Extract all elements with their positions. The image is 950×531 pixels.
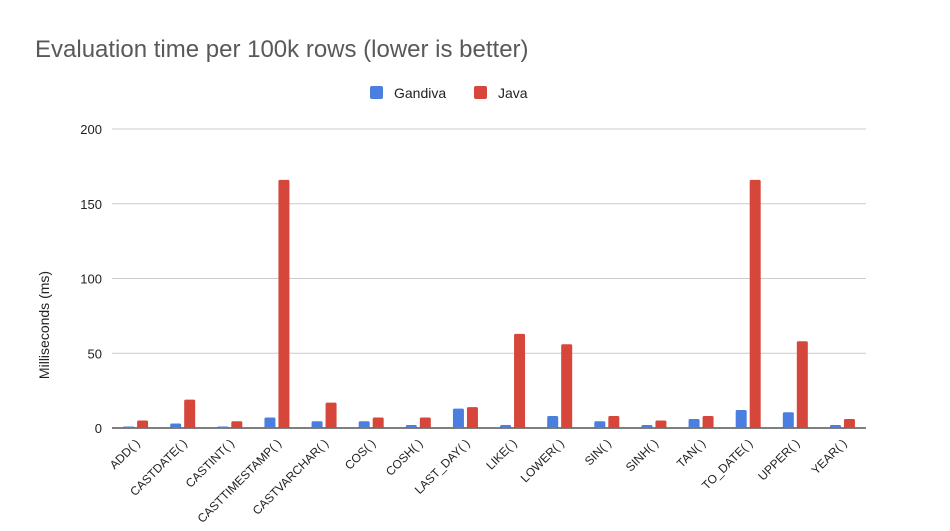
bar-gandiva: [500, 425, 512, 428]
y-tick-label: 50: [88, 346, 102, 361]
bar-gandiva: [688, 419, 700, 428]
bar-java: [561, 344, 573, 428]
y-tick-label: 200: [80, 122, 102, 137]
bar-gandiva: [170, 423, 182, 428]
chart-title: Evaluation time per 100k rows (lower is …: [35, 36, 529, 63]
bar-java: [655, 420, 667, 428]
bar-java: [278, 179, 290, 428]
x-tick-label: COS( ): [342, 436, 378, 472]
bar-java: [749, 179, 761, 428]
y-tick-label: 100: [80, 272, 102, 287]
bars: [123, 179, 855, 428]
legend-swatch-java: [474, 86, 487, 99]
bar-gandiva: [829, 425, 841, 428]
bar-java: [514, 333, 526, 428]
legend: Gandiva Java: [370, 85, 528, 101]
bar-gandiva: [547, 416, 559, 428]
y-tick-label: 150: [80, 197, 102, 212]
y-tick-label: 0: [95, 421, 102, 436]
x-tick-label: LIKE( ): [483, 436, 519, 472]
bar-java: [325, 402, 337, 428]
x-tick-label: TAN( ): [674, 436, 708, 470]
bar-java: [184, 399, 196, 428]
bar-gandiva: [358, 421, 370, 428]
x-tick-label: ADD( ): [107, 436, 143, 472]
legend-label-java: Java: [498, 85, 528, 101]
bar-gandiva: [594, 421, 606, 428]
bar-java: [608, 416, 620, 428]
bar-gandiva: [641, 425, 653, 428]
y-axis-ticks: 0 50 100 150 200: [80, 122, 102, 436]
x-tick-label: TO_DATE( ): [699, 436, 755, 492]
legend-label-gandiva: Gandiva: [394, 85, 446, 101]
x-tick-label: YEAR( ): [809, 436, 850, 477]
legend-swatch-gandiva: [370, 86, 383, 99]
bar-gandiva: [123, 426, 135, 428]
bar-gandiva: [735, 410, 747, 428]
x-tick-label: CASTTIMESTAMP( ): [195, 436, 284, 525]
bar-java: [231, 421, 243, 428]
bar-gandiva: [264, 417, 276, 428]
bar-gandiva: [217, 426, 229, 428]
x-tick-label: SINH( ): [623, 436, 661, 474]
bar-java: [419, 417, 431, 428]
bar-java: [372, 417, 384, 428]
y-axis-label: Milliseconds (ms): [36, 271, 52, 379]
bar-gandiva: [782, 412, 794, 428]
x-axis-ticks: ADD( )CASTDATE( )CASTINT( )CASTTIMESTAMP…: [107, 436, 850, 525]
x-tick-label: LOWER( ): [518, 436, 567, 485]
bar-java: [137, 420, 149, 428]
bar-gandiva: [311, 421, 323, 428]
bar-gandiva: [405, 425, 417, 428]
bar-java: [466, 407, 478, 428]
x-tick-label: UPPER( ): [755, 436, 802, 483]
bar-java: [702, 416, 714, 428]
x-tick-label: SIN( ): [582, 436, 614, 468]
bar-java: [796, 341, 808, 428]
bar-gandiva: [452, 408, 464, 428]
x-tick-label: COSH( ): [383, 436, 425, 478]
bar-java: [843, 419, 855, 428]
